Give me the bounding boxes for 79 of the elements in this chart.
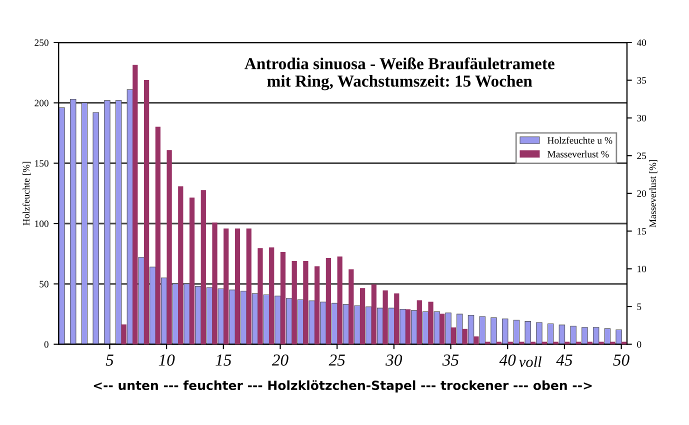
- bar: [189, 198, 195, 344]
- x-tick-label: 5: [106, 354, 114, 366]
- bar: [58, 107, 65, 344]
- x-tick-label: 35: [442, 354, 459, 366]
- legend-label: Masseverlust %: [548, 150, 609, 158]
- bar: [610, 342, 616, 344]
- bar: [604, 328, 611, 344]
- bar: [234, 228, 240, 344]
- y2-tick-label: 25: [637, 152, 646, 160]
- bar: [121, 324, 126, 344]
- bar: [598, 342, 604, 344]
- y2-tick-label: 15: [638, 228, 646, 235]
- y-tick-label: 150: [35, 160, 48, 167]
- bar: [616, 329, 622, 344]
- bar: [490, 317, 497, 344]
- bar: [479, 316, 486, 344]
- bar: [155, 126, 160, 344]
- y2-tick-label: 30: [637, 114, 646, 122]
- bar: [246, 228, 252, 344]
- bar: [524, 321, 531, 344]
- x-tick-label: 20: [272, 354, 288, 366]
- bar: [138, 257, 144, 344]
- x-tick-label: 10: [158, 354, 175, 366]
- y2-tick-label: 5: [637, 304, 642, 310]
- y-tick-label: 250: [34, 39, 48, 46]
- x-tick-label: 25: [328, 354, 345, 366]
- bar: [496, 342, 502, 344]
- bar: [547, 323, 554, 344]
- y2-tick-label: 20: [637, 190, 646, 197]
- y2-tick-label: 40: [636, 39, 646, 46]
- bar: [81, 102, 88, 344]
- x-tick-label: 15: [216, 354, 232, 366]
- y-tick-label: 200: [34, 100, 48, 106]
- y-tick-label: 0: [44, 341, 48, 348]
- bar: [542, 342, 548, 344]
- x-axis-title: <-- unten --- feuchter --- Holzklötzchen-Stapel --- trockener --- oben -->: [94, 380, 592, 392]
- bar: [70, 98, 76, 344]
- x-tick-label: 50: [613, 354, 630, 366]
- bar: [212, 222, 218, 344]
- bar: [570, 326, 576, 344]
- bar: [513, 320, 520, 344]
- bar: [553, 342, 558, 344]
- bar: [144, 80, 150, 344]
- y2-tick-label: 0: [637, 341, 642, 348]
- x-tick-label: 30: [386, 354, 402, 366]
- text: Antrodia sinuosa - Weiße Braufäuletramete mit Ring, Wachstumszeit: 15 Wochen: [244, 57, 554, 90]
- bar: [178, 186, 184, 344]
- y-tick-label: 50: [40, 280, 48, 288]
- y-tick-label: 100: [35, 220, 48, 228]
- bar: [582, 327, 588, 344]
- y2-tick-label: 35: [637, 77, 646, 84]
- bar: [587, 342, 592, 344]
- bar: [337, 256, 342, 344]
- bar: [224, 228, 229, 344]
- bar: [558, 324, 566, 344]
- bar: [166, 150, 172, 344]
- x-tick-label: 40: [499, 354, 516, 366]
- y-axis-title: Holzfeuchte [%]: [22, 162, 31, 226]
- x-tick-label: 45: [556, 354, 572, 366]
- bar: [530, 342, 536, 344]
- text: voll: [519, 356, 542, 368]
- bar: [576, 342, 582, 344]
- bar: [326, 258, 332, 344]
- bar: [564, 342, 570, 344]
- y2-axis-title: Masseverlust [%]: [649, 160, 658, 228]
- bar: [536, 322, 542, 344]
- bar: [592, 327, 600, 344]
- bar: [621, 342, 627, 344]
- bar: [92, 112, 99, 344]
- bar: [519, 342, 524, 344]
- bar: [508, 342, 513, 344]
- bar: [485, 342, 490, 344]
- bar: [115, 100, 122, 344]
- bar: [474, 336, 479, 344]
- y2-tick-label: 10: [638, 266, 646, 272]
- bar: [200, 190, 206, 344]
- legend-label: Holzfeuchte u %: [548, 136, 612, 144]
- bar: [104, 100, 110, 344]
- bar: [502, 318, 508, 344]
